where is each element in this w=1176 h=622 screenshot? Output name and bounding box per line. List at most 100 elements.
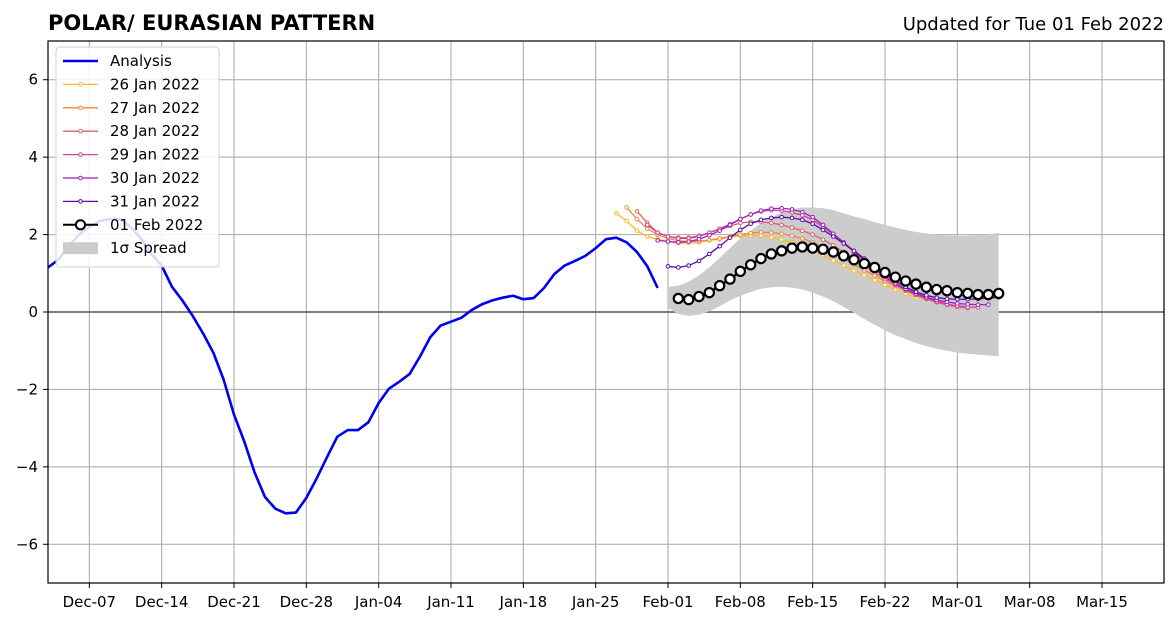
data-point	[624, 205, 629, 210]
data-point	[696, 236, 702, 242]
data-point	[975, 302, 981, 307]
legend-label: 26 Jan 2022	[110, 75, 200, 93]
data-point	[831, 234, 836, 239]
x-tick-label: Dec-21	[207, 593, 261, 611]
data-point	[676, 240, 681, 245]
x-tick-label: Feb-22	[859, 593, 910, 611]
x-tick-label: Dec-14	[135, 593, 189, 611]
data-point	[665, 264, 671, 269]
data-point	[965, 301, 970, 307]
spread-band	[668, 207, 999, 357]
data-point	[800, 236, 805, 241]
data-point	[820, 222, 826, 228]
data-point	[961, 287, 974, 300]
data-point	[655, 238, 660, 243]
data-point	[738, 220, 743, 226]
data-point	[810, 221, 815, 227]
x-tick-label: Mar-08	[1004, 593, 1056, 611]
data-point	[676, 265, 681, 270]
data-point	[955, 301, 960, 306]
data-point	[686, 263, 691, 268]
data-point	[769, 206, 774, 211]
data-point	[717, 236, 722, 241]
data-point	[789, 225, 795, 230]
x-tick-label: Dec-28	[280, 593, 334, 611]
legend-swatch	[63, 242, 98, 255]
data-point	[934, 295, 939, 300]
data-point	[982, 288, 995, 301]
data-point	[634, 228, 640, 233]
data-point	[758, 217, 764, 223]
data-point	[738, 232, 743, 237]
legend-entry: 29 Jan 2022	[63, 146, 200, 164]
data-point	[820, 237, 826, 242]
plot-area: Dec-07 Dec-14 Dec-21 Dec-28 Jan-04 Jan-11 Jan-…	[16, 40, 1165, 611]
data-point	[634, 216, 640, 222]
legend-marker	[78, 152, 83, 157]
data-point	[758, 208, 764, 213]
legend-label: 27 Jan 2022	[110, 99, 200, 117]
data-point	[614, 210, 619, 216]
data-point	[924, 293, 929, 298]
legend-label: Analysis	[110, 52, 172, 70]
data-point	[986, 302, 991, 307]
data-point	[738, 216, 743, 222]
legend-entry: 1σ Spread	[63, 239, 187, 257]
data-point	[841, 241, 846, 246]
x-tick-label: Feb-15	[787, 593, 838, 611]
legend-marker	[74, 219, 87, 231]
data-point	[645, 234, 650, 239]
data-point	[800, 209, 805, 215]
y-tick-label: 2	[28, 226, 38, 244]
data-point	[779, 214, 784, 220]
data-point	[769, 220, 774, 226]
data-point	[775, 245, 788, 257]
legend-label: 28 Jan 2022	[110, 122, 200, 140]
data-point	[734, 265, 747, 278]
data-point	[858, 257, 871, 270]
data-point	[941, 285, 953, 297]
data-point	[696, 258, 702, 264]
data-point	[899, 275, 912, 287]
data-point	[920, 281, 933, 293]
legend-entry: 31 Jan 2022	[63, 192, 200, 210]
data-point	[624, 218, 629, 224]
data-point	[758, 229, 764, 235]
data-point	[851, 248, 857, 254]
data-point	[779, 205, 784, 211]
data-point	[786, 242, 798, 254]
x-tick-label: Jan-25	[571, 593, 620, 611]
data-point	[717, 228, 722, 233]
legend-label: 30 Jan 2022	[110, 169, 200, 187]
data-point	[789, 215, 795, 221]
data-point	[851, 268, 857, 273]
x-tick-label: Feb-08	[715, 593, 766, 611]
data-point	[868, 261, 881, 274]
data-point	[676, 236, 681, 241]
x-tick-label: Mar-15	[1076, 593, 1128, 611]
legend-marker	[78, 175, 83, 181]
legend: Analysis 26 Jan 2022 27 Jan 2022 28 Jan 202…	[55, 46, 220, 268]
data-point	[765, 248, 778, 260]
data-point	[789, 233, 795, 239]
data-point	[655, 230, 660, 235]
data-point	[672, 292, 685, 305]
legend-label: 29 Jan 2022	[110, 146, 200, 164]
legend-entry: 27 Jan 2022	[63, 99, 200, 117]
data-point	[944, 296, 950, 302]
data-point	[665, 239, 671, 244]
data-point	[717, 243, 722, 249]
chart-title: POLAR/ EURASIAN PATTERN	[48, 11, 375, 35]
data-point	[779, 237, 784, 242]
x-tick-label: Jan-18	[499, 593, 548, 611]
data-point	[872, 277, 877, 283]
legend-entry: 28 Jan 2022	[63, 122, 200, 140]
data-point	[910, 278, 922, 290]
data-point	[862, 272, 867, 278]
x-tick-label: Mar-01	[931, 593, 983, 611]
data-point	[744, 259, 757, 271]
x-tick-label: Jan-11	[426, 593, 475, 611]
x-tick-label: Dec-07	[63, 593, 117, 611]
data-point	[755, 252, 767, 265]
